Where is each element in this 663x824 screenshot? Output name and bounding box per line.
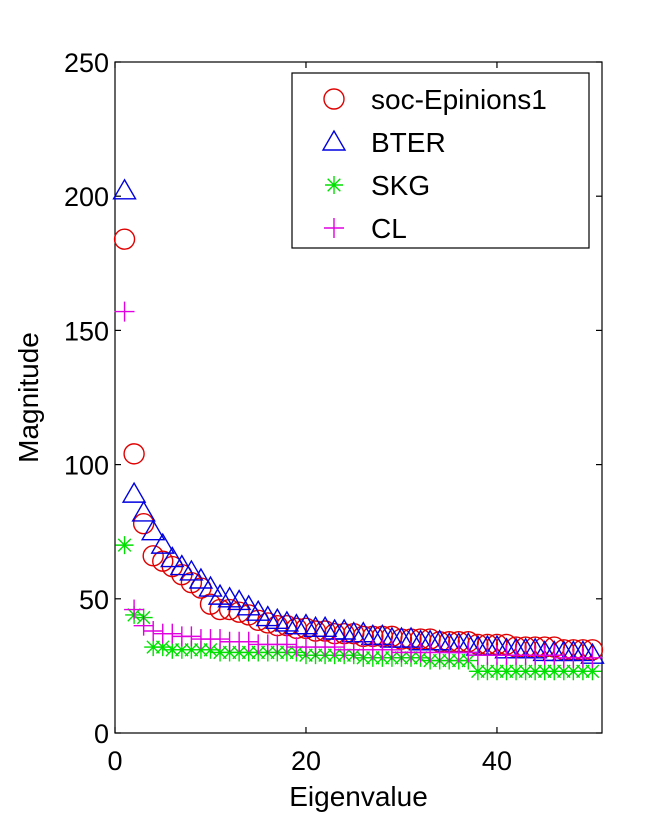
data-marks [112,178,605,681]
data-point [113,228,136,250]
data-point [276,634,297,655]
data-point [181,626,202,647]
data-point [210,629,231,650]
data-point [114,301,135,322]
legend-marker [325,176,343,194]
x-tick-label: 0 [107,746,122,776]
x-tick-label: 40 [482,746,512,776]
data-point [526,662,545,681]
y-tick-label: 100 [64,451,109,481]
data-point [324,637,345,658]
data-point [162,623,183,644]
data-point [150,532,175,554]
legend-entry-label: BTER [371,127,446,158]
x-tick-label: 20 [291,746,321,776]
y-axis-label: Magnitude [13,332,44,463]
y-tick-label: 200 [64,182,109,212]
y-tick-label: 50 [79,585,109,615]
data-point [133,615,154,636]
data-point [140,519,166,541]
legend-marker [321,129,347,151]
legend: soc-Epinions1 BTER SKG CL [291,72,590,249]
data-point [121,481,147,503]
data-point [182,640,201,659]
data-point [188,567,214,589]
data-point [507,662,526,681]
data-point [131,500,156,522]
legend-entry-label: CL [371,213,407,244]
data-point [160,546,185,568]
data-point [179,559,204,581]
y-tick-label: 250 [64,48,109,78]
legend-marker [323,88,345,110]
axes: 0 50 100 150 200 250 0 20 40 [64,48,602,776]
data-point [236,594,261,616]
data-point [132,512,155,535]
data-point [228,601,250,623]
data-point [381,639,402,660]
data-point [198,575,223,597]
x-axis-label: Eigenvalue [289,781,428,812]
legend-entry-label: soc-Epinions1 [371,84,547,115]
data-point [115,536,134,555]
data-point [226,589,252,611]
legend-box [291,72,590,249]
data-point [123,443,145,465]
series-CL [114,301,603,668]
legend-marker [324,218,344,238]
data-point [238,631,259,652]
data-point [124,599,145,620]
y-tick-label: 0 [94,719,109,749]
data-point [112,178,137,200]
data-point [169,554,195,576]
data-point [478,662,497,681]
data-point [246,599,271,621]
data-point [544,645,565,666]
data-point [458,642,479,663]
y-tick-label: 150 [64,316,109,346]
data-point [582,647,603,668]
legend-entry-label: SKG [371,170,430,201]
data-point [143,621,164,642]
